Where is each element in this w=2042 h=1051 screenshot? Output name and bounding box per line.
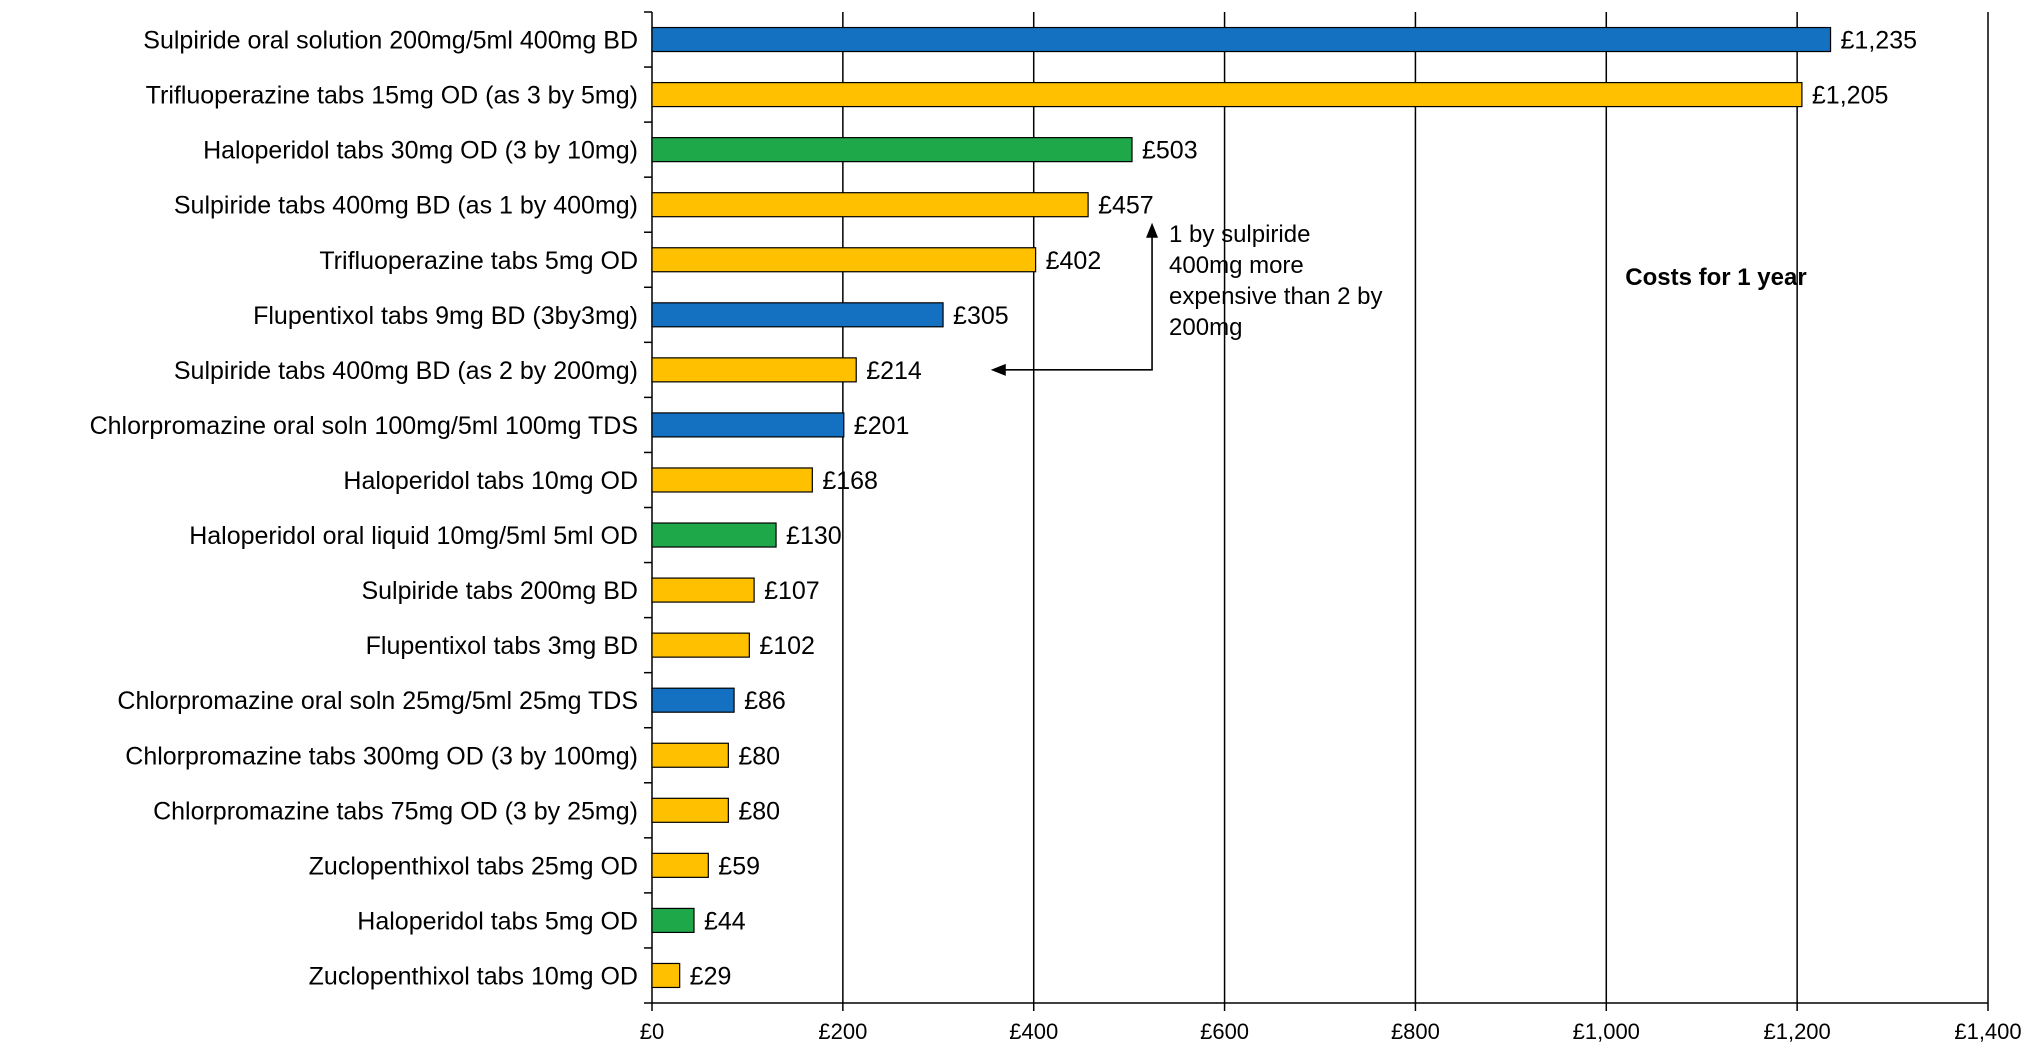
- bar-7: [651, 412, 845, 438]
- value-label-15: £59: [718, 852, 760, 880]
- bar-15: [651, 852, 709, 878]
- value-label-2: £503: [1142, 137, 1198, 165]
- bar-2: [651, 137, 1133, 163]
- annotation-line-1: 400mg more: [1169, 252, 1304, 279]
- value-label-4: £402: [1046, 247, 1102, 275]
- bar-16: [651, 907, 695, 934]
- bar-12: [651, 687, 735, 713]
- annotation-line-3: 200mg: [1169, 314, 1242, 341]
- bar-11: [651, 632, 750, 658]
- annotation-arrowhead-up: [1146, 222, 1159, 238]
- value-label-6: £214: [866, 357, 922, 385]
- category-label-14: Chlorpromazine tabs 75mg OD (3 by 25mg): [153, 797, 638, 825]
- value-label-8: £168: [822, 467, 878, 495]
- category-label-2: Haloperidol tabs 30mg OD (3 by 10mg): [203, 137, 638, 165]
- category-label-15: Zuclopenthixol tabs 25mg OD: [309, 852, 638, 880]
- bar-17: [651, 962, 681, 989]
- category-label-5: Flupentixol tabs 9mg BD (3by3mg): [253, 302, 638, 330]
- value-label-9: £130: [786, 522, 842, 550]
- category-label-8: Haloperidol tabs 10mg OD: [343, 467, 638, 495]
- category-label-16: Haloperidol tabs 5mg OD: [357, 907, 638, 935]
- category-label-11: Flupentixol tabs 3mg BD: [366, 632, 638, 660]
- bar-13: [651, 742, 729, 768]
- x-tick-label-4: £800: [1391, 1019, 1440, 1044]
- value-label-1: £1,205: [1812, 82, 1888, 110]
- category-label-13: Chlorpromazine tabs 300mg OD (3 by 100mg…: [125, 742, 638, 770]
- value-label-17: £29: [690, 962, 732, 990]
- bar-9: [651, 522, 777, 548]
- value-label-11: £102: [759, 632, 815, 660]
- value-label-13: £80: [738, 742, 780, 770]
- bar-8: [651, 467, 813, 493]
- x-tick-label-1: £200: [818, 1019, 867, 1044]
- value-label-7: £201: [854, 412, 910, 440]
- bar-0: [651, 26, 1832, 53]
- category-label-6: Sulpiride tabs 400mg BD (as 2 by 200mg): [174, 357, 638, 385]
- bar-10: [651, 577, 755, 603]
- category-label-4: Trifluoperazine tabs 5mg OD: [319, 247, 638, 275]
- category-label-0: Sulpiride oral solution 200mg/5ml 400mg …: [143, 27, 638, 55]
- bar-6: [651, 357, 857, 383]
- bar-5: [651, 302, 944, 328]
- value-label-14: £80: [738, 797, 780, 825]
- x-tick-label-3: £600: [1200, 1019, 1249, 1044]
- x-tick-label-7: £1,400: [1954, 1019, 2021, 1044]
- value-label-5: £305: [953, 302, 1009, 330]
- category-label-10: Sulpiride tabs 200mg BD: [361, 577, 638, 605]
- category-label-7: Chlorpromazine oral soln 100mg/5ml 100mg…: [90, 412, 638, 440]
- value-label-16: £44: [704, 907, 746, 935]
- category-label-17: Zuclopenthixol tabs 10mg OD: [309, 962, 638, 990]
- annotation-connector: [1002, 236, 1153, 371]
- value-label-12: £86: [744, 687, 786, 715]
- category-label-9: Haloperidol oral liquid 10mg/5ml 5ml OD: [189, 522, 638, 550]
- chart-title: Costs for 1 year: [1625, 264, 1806, 291]
- x-tick-label-5: £1,000: [1573, 1019, 1640, 1044]
- annotation-arrowhead-left: [990, 363, 1006, 376]
- x-tick-label-6: £1,200: [1763, 1019, 1830, 1044]
- x-tick-label-0: £0: [640, 1019, 664, 1044]
- category-label-3: Sulpiride tabs 400mg BD (as 1 by 400mg): [174, 192, 638, 220]
- bar-1: [651, 81, 1803, 108]
- annotation-line-2: expensive than 2 by: [1169, 283, 1382, 310]
- bar-3: [651, 192, 1089, 218]
- bar-14: [651, 797, 729, 823]
- value-label-3: £457: [1098, 192, 1154, 220]
- value-label-0: £1,235: [1841, 27, 1917, 55]
- category-label-12: Chlorpromazine oral soln 25mg/5ml 25mg T…: [117, 687, 638, 715]
- x-tick-label-2: £400: [1009, 1019, 1058, 1044]
- value-label-10: £107: [764, 577, 820, 605]
- bar-4: [651, 247, 1037, 273]
- category-label-1: Trifluoperazine tabs 15mg OD (as 3 by 5m…: [146, 82, 638, 110]
- annotation-line-0: 1 by sulpiride: [1169, 221, 1310, 248]
